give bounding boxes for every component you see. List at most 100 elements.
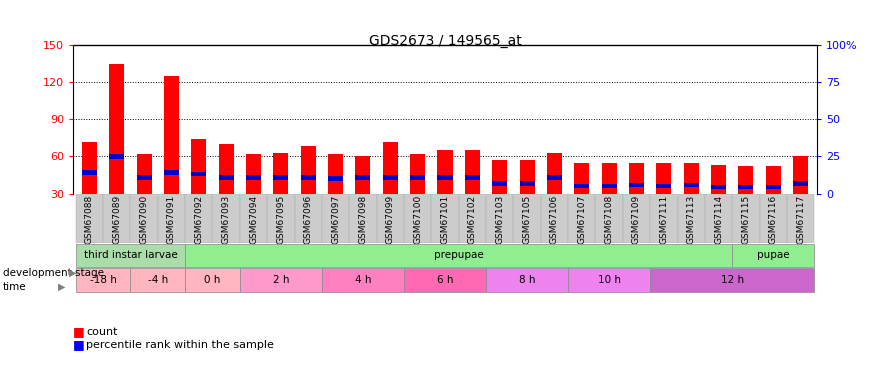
Bar: [109, 154, 125, 159]
Bar: [651, 268, 814, 292]
Bar: [267, 194, 295, 243]
Bar: [759, 194, 787, 243]
Bar: [793, 182, 808, 186]
Text: count: count: [86, 327, 117, 337]
Bar: [219, 144, 234, 194]
Text: pupae: pupae: [756, 251, 789, 260]
Bar: [765, 166, 781, 194]
Text: GSM67098: GSM67098: [359, 195, 368, 244]
Bar: [131, 268, 185, 292]
Bar: [520, 182, 535, 186]
Bar: [514, 194, 541, 243]
Bar: [76, 268, 131, 292]
Bar: [684, 183, 699, 187]
Bar: [164, 76, 179, 194]
Text: percentile rank within the sample: percentile rank within the sample: [86, 340, 274, 350]
Bar: [76, 244, 185, 267]
Text: GSM67094: GSM67094: [249, 195, 258, 244]
Text: ▶: ▶: [58, 282, 65, 292]
Bar: [739, 166, 754, 194]
Bar: [595, 194, 623, 243]
Bar: [82, 141, 97, 194]
Text: GSM67117: GSM67117: [797, 195, 805, 244]
Bar: [273, 153, 288, 194]
Bar: [376, 194, 404, 243]
Bar: [185, 268, 239, 292]
Bar: [684, 163, 699, 194]
Bar: [492, 160, 507, 194]
Bar: [486, 268, 568, 292]
Bar: [739, 185, 754, 189]
Bar: [787, 194, 814, 243]
Bar: [246, 154, 261, 194]
Bar: [520, 160, 535, 194]
Bar: [213, 194, 239, 243]
Bar: [322, 194, 349, 243]
Bar: [705, 194, 732, 243]
Bar: [239, 268, 322, 292]
Bar: [301, 175, 316, 180]
Bar: [574, 163, 589, 194]
Text: GSM67091: GSM67091: [167, 195, 176, 244]
Text: GSM67113: GSM67113: [687, 195, 696, 244]
Bar: [136, 175, 151, 180]
Text: development stage: development stage: [3, 268, 103, 278]
Text: ■: ■: [73, 339, 85, 351]
Text: GDS2673 / 149565_at: GDS2673 / 149565_at: [368, 34, 522, 48]
Text: 10 h: 10 h: [597, 275, 620, 285]
Bar: [432, 194, 458, 243]
Bar: [465, 150, 480, 194]
Bar: [677, 194, 705, 243]
Bar: [656, 163, 671, 194]
Bar: [103, 194, 131, 243]
Text: prepupae: prepupae: [433, 251, 483, 260]
Text: GSM67097: GSM67097: [331, 195, 340, 244]
Bar: [492, 182, 507, 186]
Text: GSM67101: GSM67101: [441, 195, 449, 244]
Bar: [164, 170, 179, 175]
Text: GSM67108: GSM67108: [604, 195, 613, 244]
Text: ■: ■: [73, 326, 85, 338]
Text: GSM67092: GSM67092: [194, 195, 203, 244]
Bar: [191, 139, 206, 194]
Text: GSM67107: GSM67107: [578, 195, 587, 244]
Bar: [711, 185, 726, 189]
Bar: [109, 63, 125, 194]
Bar: [732, 194, 759, 243]
Text: GSM67090: GSM67090: [140, 195, 149, 244]
Bar: [273, 175, 288, 180]
Bar: [185, 244, 732, 267]
Bar: [465, 175, 480, 180]
Bar: [651, 194, 677, 243]
Bar: [322, 268, 404, 292]
Bar: [438, 175, 452, 180]
Bar: [623, 194, 651, 243]
Bar: [765, 185, 781, 189]
Bar: [349, 194, 376, 243]
Bar: [458, 194, 486, 243]
Bar: [301, 147, 316, 194]
Text: 2 h: 2 h: [272, 275, 289, 285]
Bar: [383, 141, 398, 194]
Bar: [629, 163, 644, 194]
Bar: [602, 184, 617, 188]
Text: GSM67095: GSM67095: [277, 195, 286, 244]
Bar: [568, 268, 651, 292]
Bar: [404, 194, 432, 243]
Bar: [574, 184, 589, 188]
Text: GSM67114: GSM67114: [714, 195, 723, 244]
Bar: [410, 175, 425, 180]
Bar: [438, 150, 452, 194]
Text: GSM67103: GSM67103: [495, 195, 505, 244]
Text: 12 h: 12 h: [721, 275, 744, 285]
Text: time: time: [3, 282, 27, 292]
Bar: [158, 194, 185, 243]
Bar: [355, 156, 370, 194]
Text: 0 h: 0 h: [205, 275, 221, 285]
Bar: [355, 175, 370, 180]
Bar: [793, 156, 808, 194]
Bar: [711, 165, 726, 194]
Text: GSM67099: GSM67099: [385, 195, 395, 244]
Bar: [602, 163, 617, 194]
Bar: [136, 154, 151, 194]
